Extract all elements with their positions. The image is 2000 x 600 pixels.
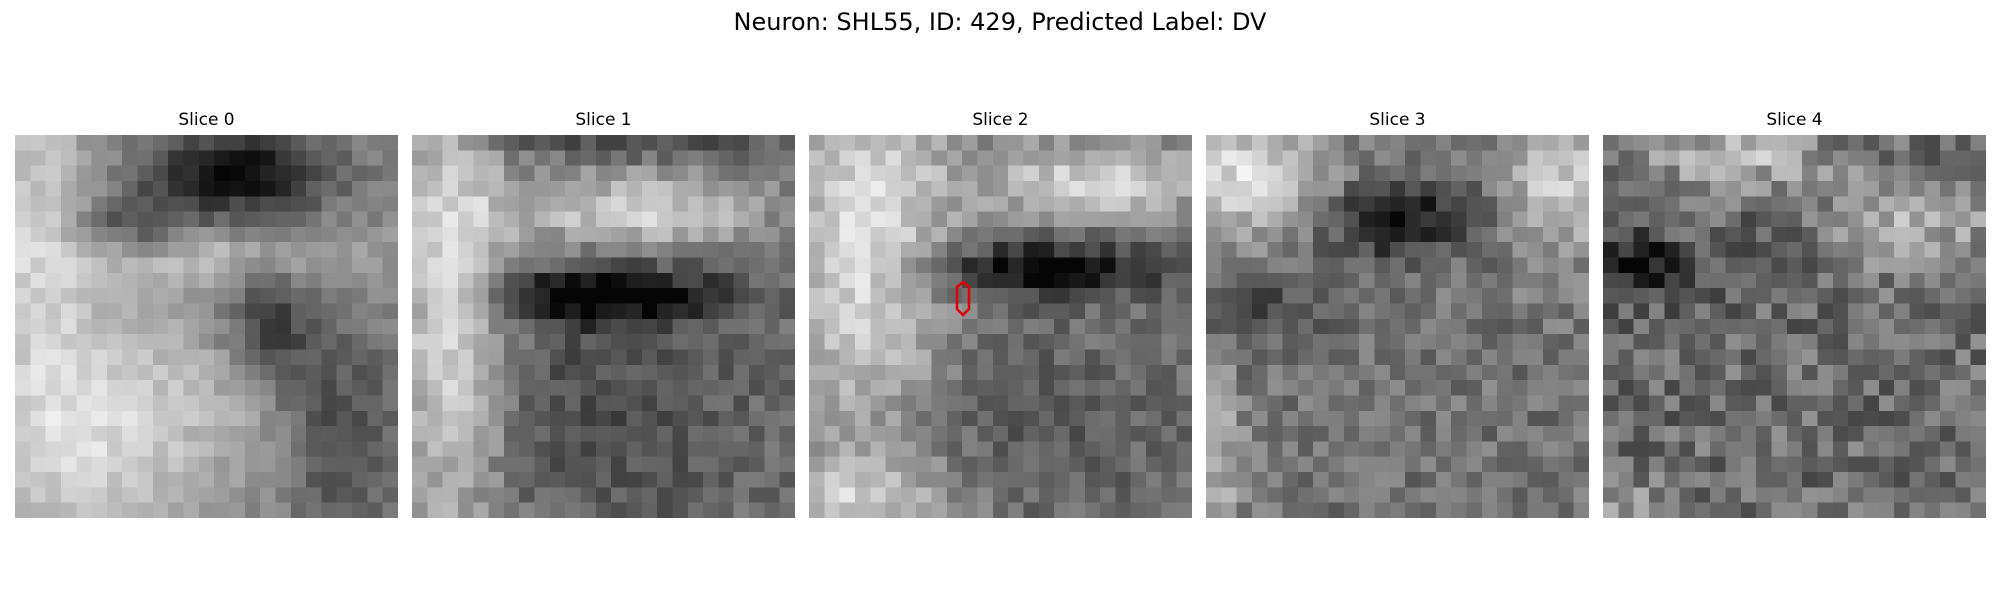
slice-title-4: Slice 4: [1603, 107, 1986, 133]
slice-pixels-1: [412, 135, 795, 518]
slice-panel-3: Slice 3: [1206, 107, 1589, 518]
slice-image-0: [15, 135, 398, 518]
slice-panel-1: Slice 1: [412, 107, 795, 518]
slice-pixels-4: [1603, 135, 1986, 518]
slice-title-3: Slice 3: [1206, 107, 1589, 133]
slice-panel-2: Slice 2: [809, 107, 1192, 518]
slice-image-2: [809, 135, 1192, 518]
slice-image-1: [412, 135, 795, 518]
slice-pixels-0: [15, 135, 398, 518]
slice-pixels-3: [1206, 135, 1589, 518]
slice-panel-4: Slice 4: [1603, 107, 1986, 518]
slice-panel-0: Slice 0: [15, 107, 398, 518]
slice-title-2: Slice 2: [809, 107, 1192, 133]
slice-title-0: Slice 0: [15, 107, 398, 133]
slice-image-4: [1603, 135, 1986, 518]
slice-pixels-2: [809, 135, 1192, 518]
slice-title-1: Slice 1: [412, 107, 795, 133]
figure-title: Neuron: SHL55, ID: 429, Predicted Label:…: [0, 6, 2000, 38]
slice-image-3: [1206, 135, 1589, 518]
